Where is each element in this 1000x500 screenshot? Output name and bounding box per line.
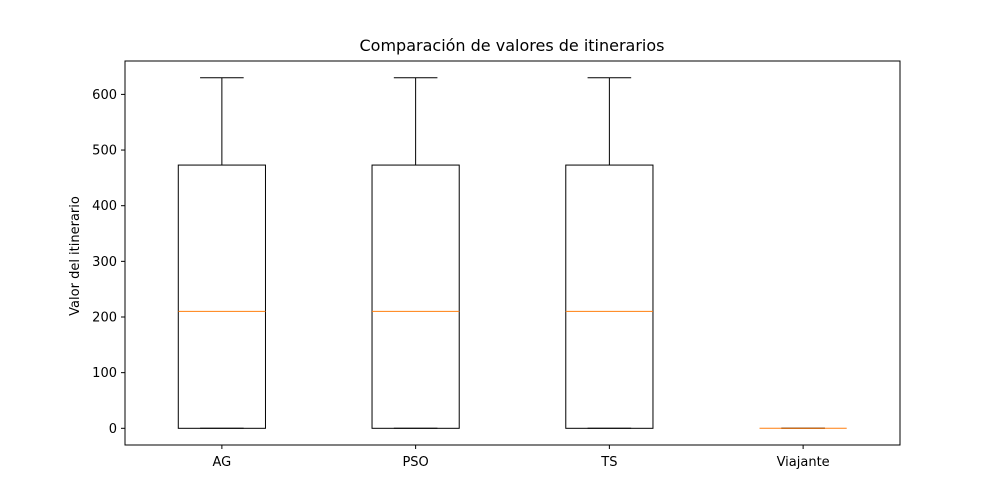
y-tick-label: 500 [92,144,117,159]
plot-frame [124,60,901,446]
plot-area: 0 100 200 300 400 500 600 AG PSO TS Viajante [92,77,847,470]
chart-title: Comparación de valores de itinerarios [360,36,665,55]
y-tick-label: 300 [92,255,117,270]
x-tick-label: AG [213,455,232,470]
y-tick-label: 100 [92,366,117,381]
y-tick-label: 200 [92,311,117,326]
x-tick-label: TS [600,455,617,470]
y-tick-label: 400 [92,199,117,214]
x-tick-label: Viajante [777,455,830,470]
box-ag [177,164,266,429]
x-tick-label: PSO [402,455,428,470]
y-tick-label: 0 [109,422,117,437]
box-ts [565,164,654,429]
y-axis-label: Valor del itinerario [68,196,83,316]
y-tick-label: 600 [92,88,117,103]
box-pso [371,164,460,429]
